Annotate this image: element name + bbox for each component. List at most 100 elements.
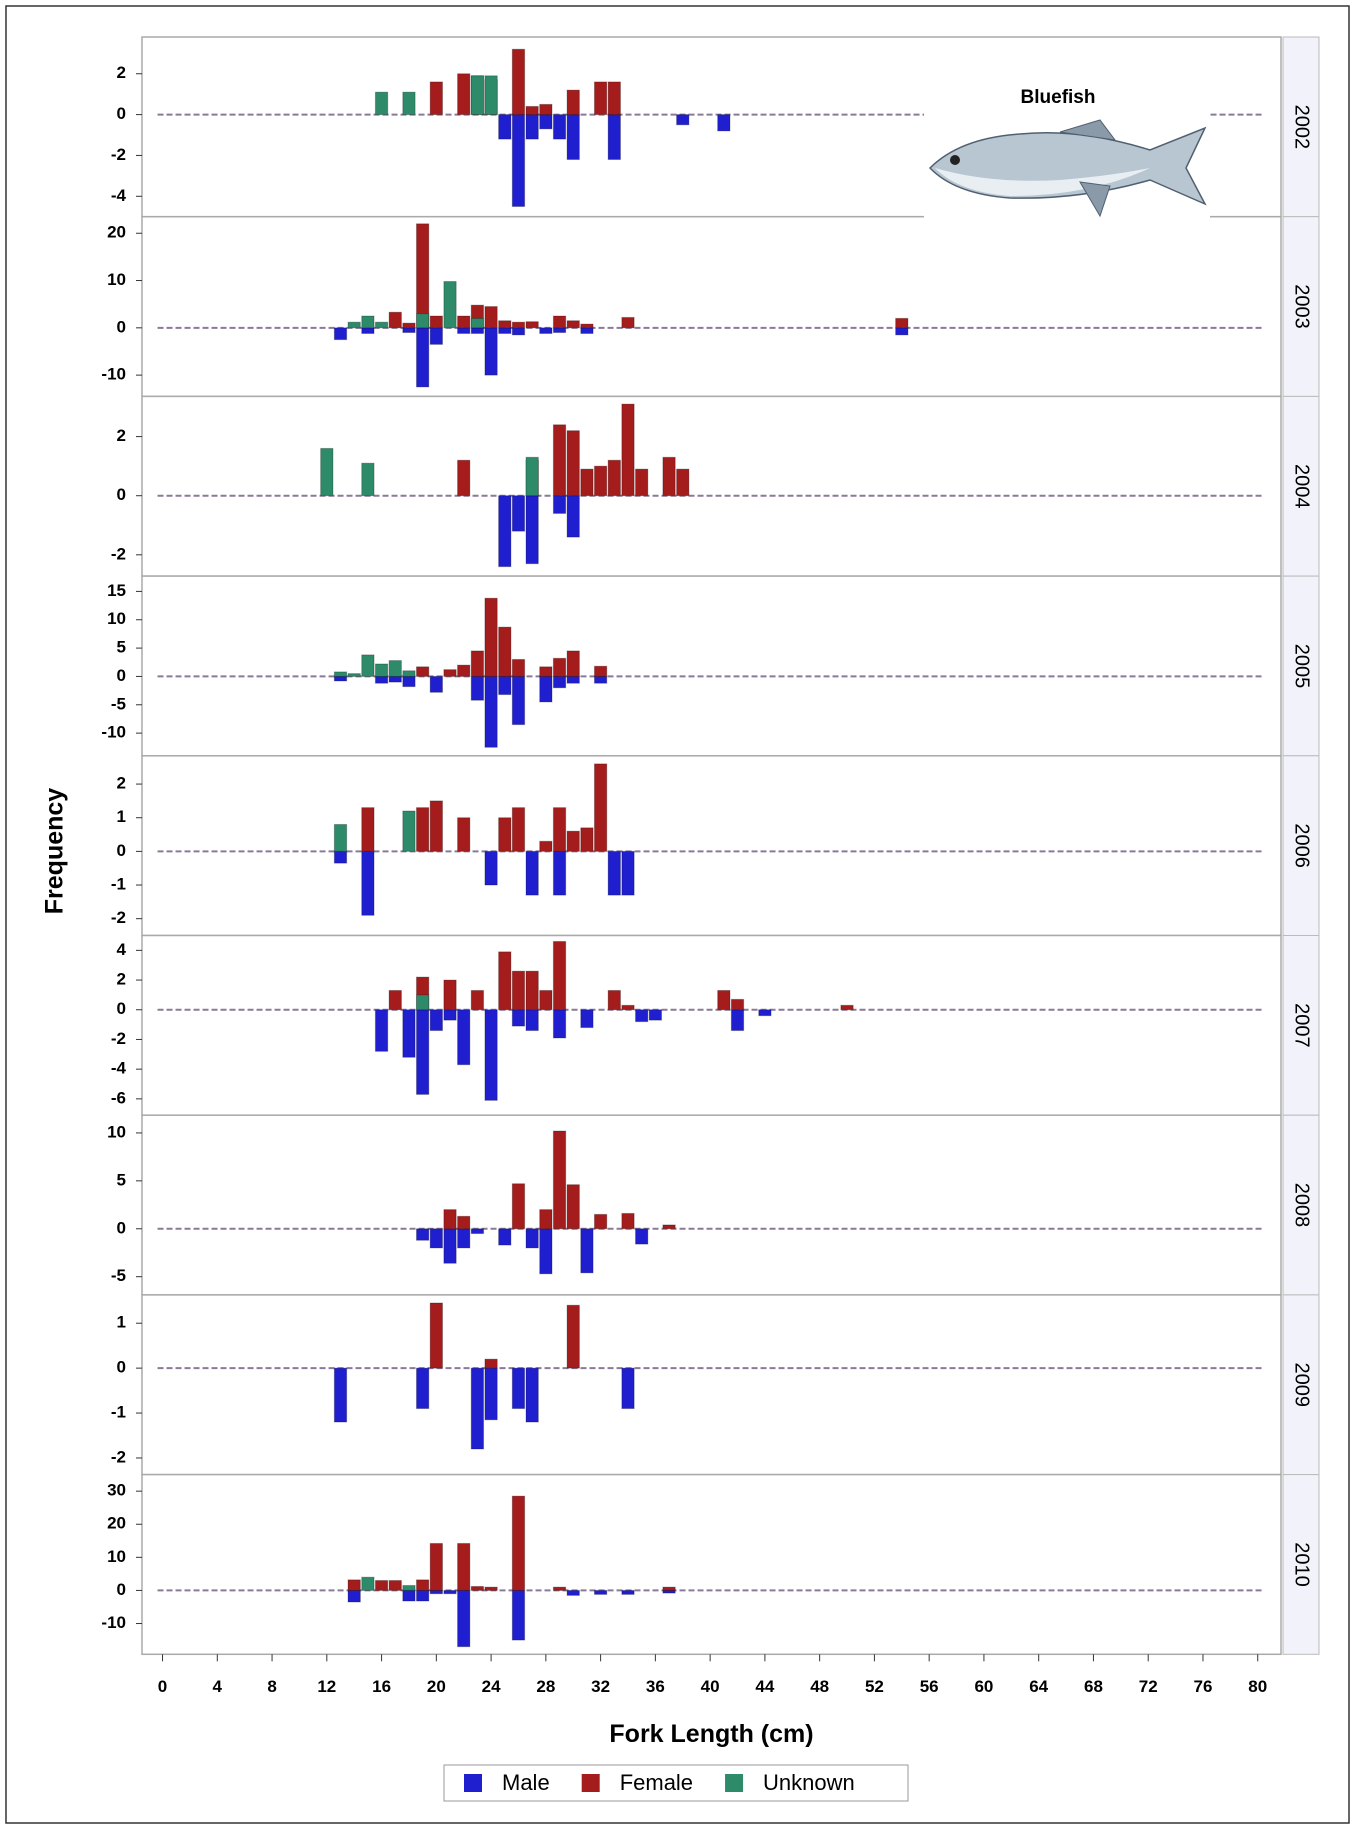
bar: [567, 321, 579, 328]
y-tick-label: 30: [107, 1481, 126, 1500]
bar: [896, 318, 908, 327]
bar: [512, 1590, 524, 1640]
bar: [594, 82, 606, 115]
bar: [403, 1585, 415, 1590]
bar: [416, 667, 428, 677]
y-tick-label: 2: [117, 970, 126, 989]
bar: [471, 676, 483, 700]
bar: [649, 1010, 661, 1020]
panel-border: [142, 1115, 1281, 1295]
legend-swatch: [725, 1774, 743, 1792]
bar: [499, 952, 511, 1010]
bar: [334, 824, 346, 851]
bar: [553, 1010, 565, 1038]
bar: [499, 115, 511, 140]
legend-swatch: [464, 1774, 482, 1792]
bar: [430, 328, 442, 345]
bar: [512, 1368, 524, 1408]
bar: [567, 431, 579, 496]
bar: [430, 1543, 442, 1590]
bar: [663, 1225, 675, 1229]
bar: [622, 1368, 634, 1408]
strip-label: 2002: [1291, 105, 1313, 150]
bar: [526, 851, 538, 895]
strip-label: 2006: [1291, 823, 1313, 868]
bar: [663, 1587, 675, 1590]
x-tick-label: 56: [920, 1677, 939, 1696]
bar: [471, 76, 483, 115]
panel-border: [142, 756, 1281, 936]
y-tick-label: 10: [107, 609, 126, 628]
bar: [485, 676, 497, 747]
bar: [567, 496, 579, 537]
y-tick-label: 0: [117, 485, 126, 504]
y-tick-label: 0: [117, 666, 126, 685]
bar: [458, 818, 470, 852]
x-tick-label: 4: [213, 1677, 223, 1696]
y-tick-label: 0: [117, 317, 126, 336]
bar: [458, 1010, 470, 1065]
x-tick-label: 36: [646, 1677, 665, 1696]
bar: [403, 676, 415, 686]
y-tick-label: -10: [101, 365, 126, 384]
bar: [553, 1587, 565, 1590]
x-tick-label: 16: [372, 1677, 391, 1696]
bar: [553, 658, 565, 676]
x-tick-label: 40: [701, 1677, 720, 1696]
bar: [540, 104, 552, 114]
bar: [499, 496, 511, 567]
strip-label: 2004: [1291, 464, 1313, 509]
bar: [471, 1586, 483, 1590]
bar: [677, 115, 689, 125]
bar: [526, 115, 538, 140]
bar: [416, 1368, 428, 1408]
y-tick-label: -2: [111, 908, 126, 927]
y-tick-label: 10: [107, 1122, 126, 1141]
y-tick-label: 1: [117, 1313, 126, 1332]
bar: [512, 659, 524, 676]
bar: [512, 808, 524, 852]
panel-border: [142, 396, 1281, 576]
strip-label: 2010: [1291, 1542, 1313, 1587]
bar: [458, 1543, 470, 1590]
y-tick-label: 0: [117, 1218, 126, 1237]
bar: [334, 328, 346, 340]
bar: [362, 316, 374, 328]
bar: [485, 1587, 497, 1590]
bar: [348, 1580, 360, 1591]
bar: [458, 328, 470, 334]
strip-label: 2005: [1291, 644, 1313, 689]
fish-illustration: Bluefish: [924, 82, 1210, 222]
bar: [622, 1590, 634, 1594]
bar: [430, 1010, 442, 1031]
y-tick-label: 0: [117, 841, 126, 860]
bar: [334, 1368, 346, 1422]
y-tick-label: -5: [111, 694, 126, 713]
bar: [622, 851, 634, 895]
bar: [471, 1229, 483, 1234]
bar: [403, 323, 415, 328]
bar: [321, 448, 333, 495]
bar: [403, 1010, 415, 1058]
bar: [553, 496, 565, 514]
bar: [471, 651, 483, 677]
bar: [526, 1368, 538, 1422]
bar: [526, 322, 538, 328]
bar: [362, 851, 374, 915]
bar: [471, 1368, 483, 1449]
bar: [348, 674, 360, 677]
bar: [553, 316, 565, 328]
bar: [389, 1581, 401, 1591]
bar: [499, 818, 511, 852]
x-tick-label: 12: [317, 1677, 336, 1696]
strip-label: 2007: [1291, 1003, 1313, 1048]
y-tick-label: 20: [107, 1514, 126, 1533]
bar: [567, 90, 579, 115]
x-tick-label: 28: [536, 1677, 555, 1696]
bar: [567, 676, 579, 683]
y-tick-label: 1: [117, 807, 126, 826]
bar: [608, 851, 620, 895]
bar: [567, 115, 579, 160]
bar: [485, 76, 497, 115]
bar: [430, 1229, 442, 1248]
